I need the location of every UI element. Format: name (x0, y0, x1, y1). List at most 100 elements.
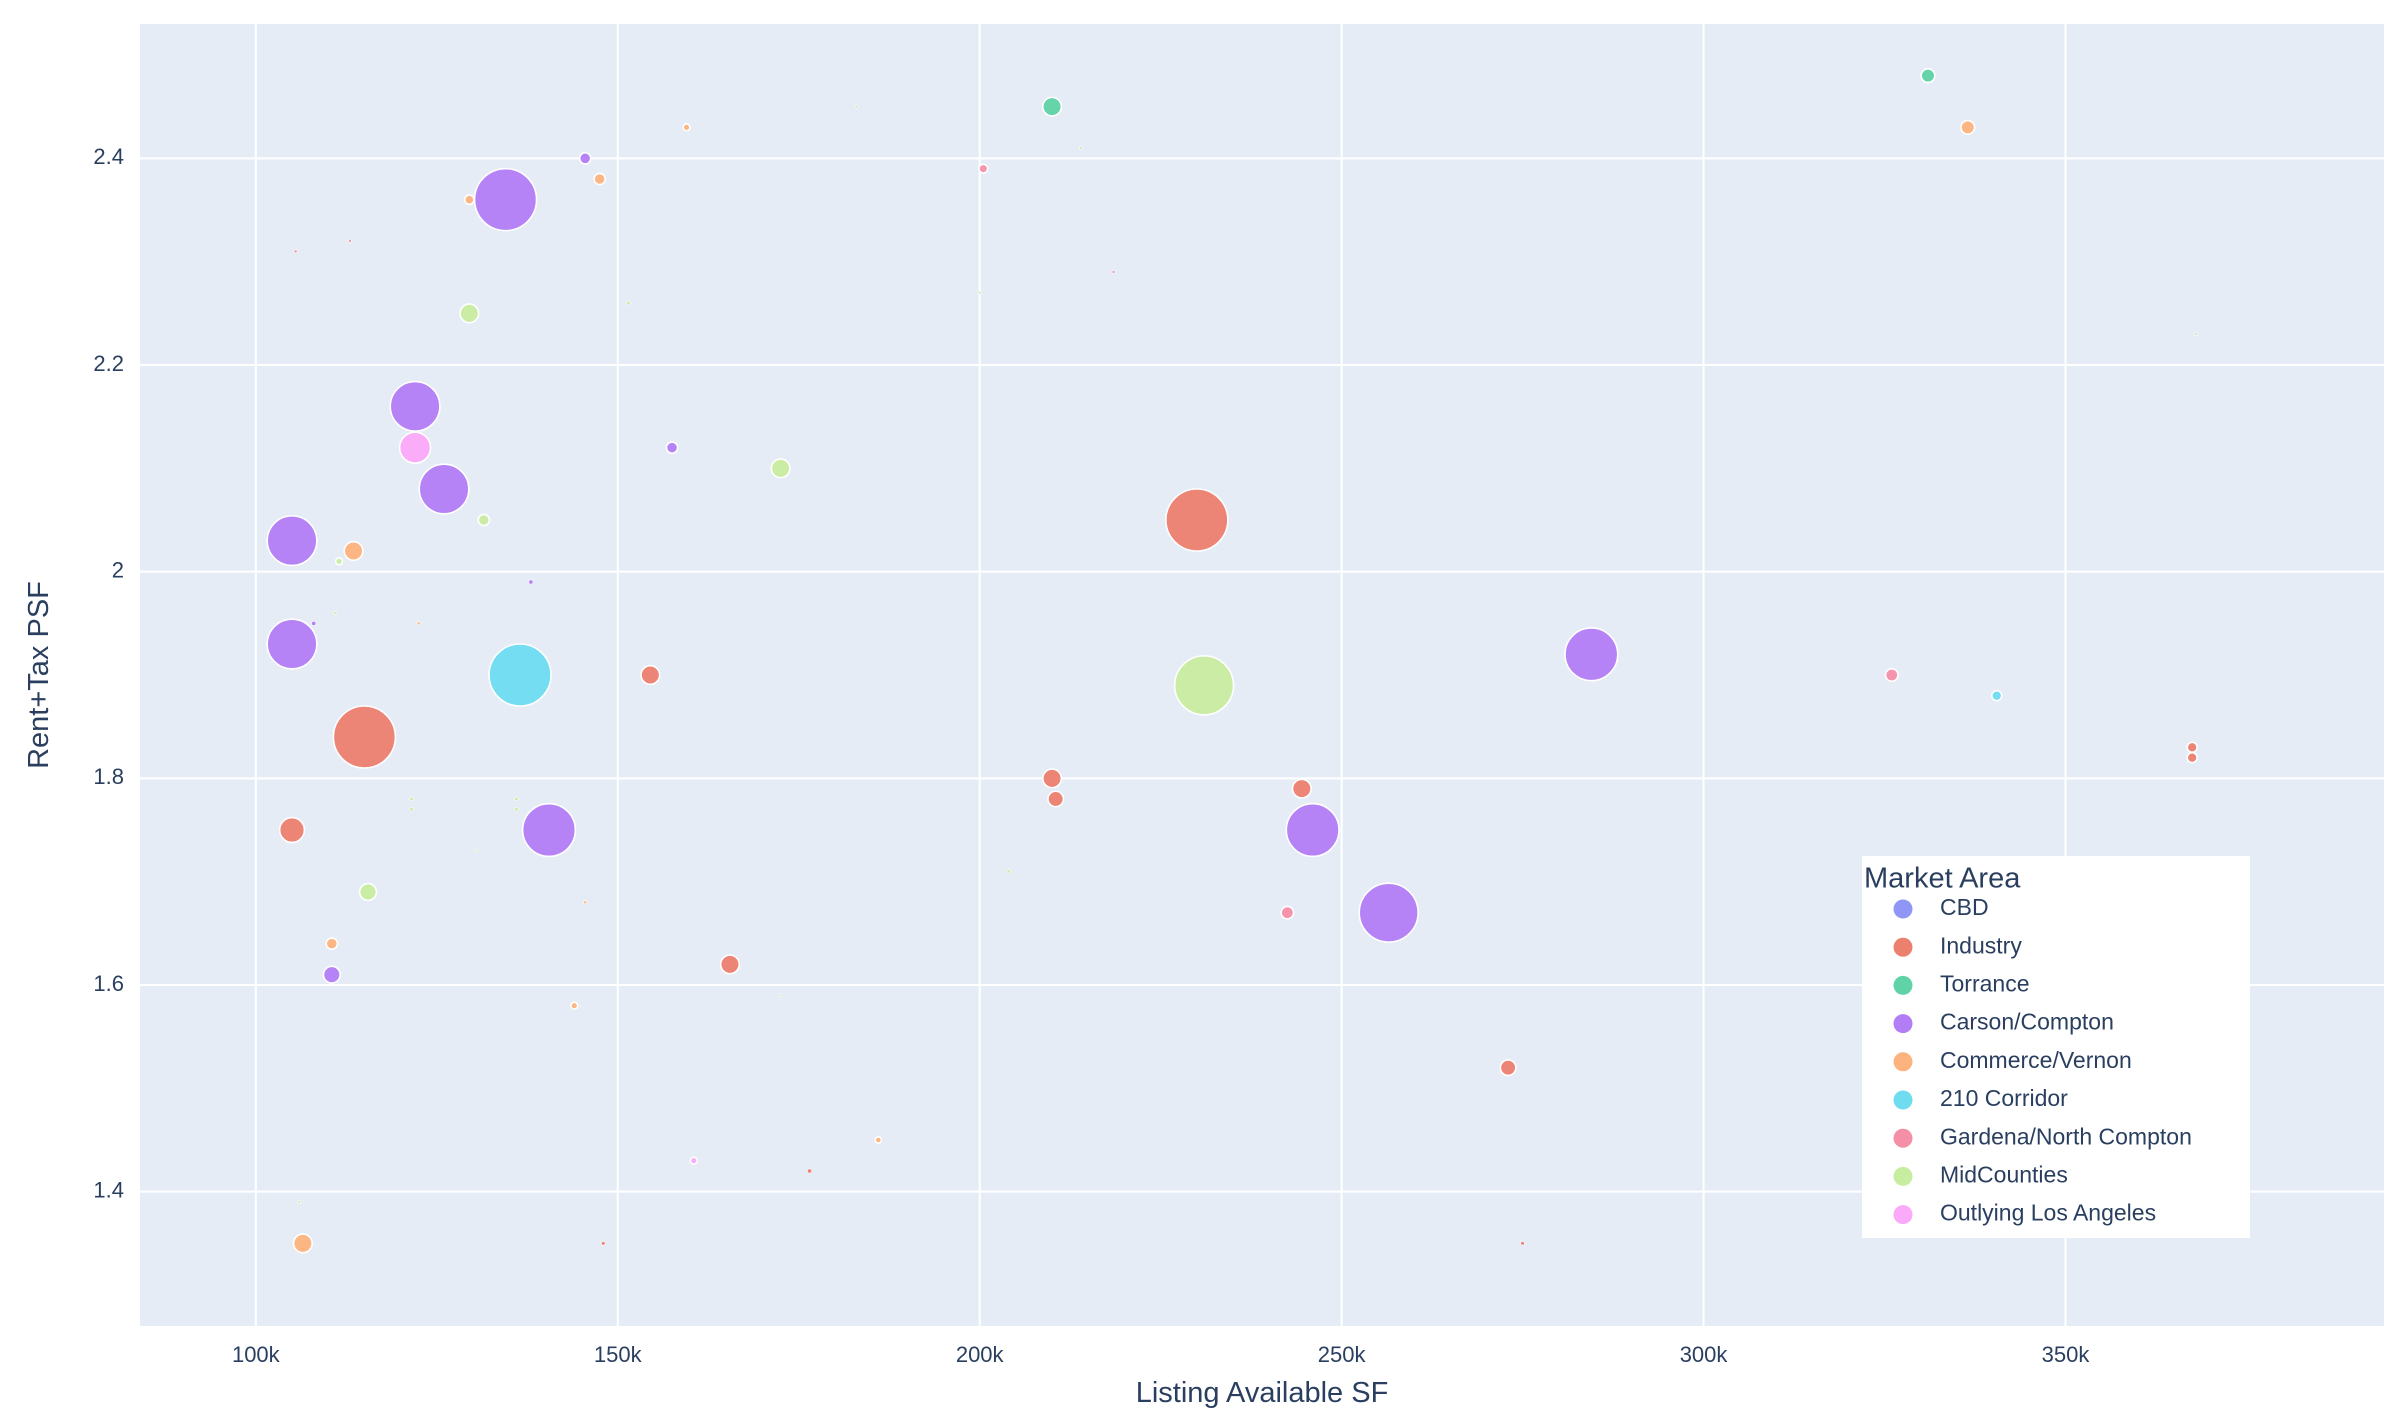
data-point[interactable] (418, 463, 470, 515)
data-point[interactable] (409, 796, 414, 802)
data-point[interactable] (1884, 667, 1899, 682)
x-axis-title: Listing Available SF (1136, 1377, 1389, 1409)
legend-marker (1893, 1090, 1913, 1110)
data-point[interactable] (1165, 488, 1229, 552)
data-point[interactable] (343, 540, 364, 562)
legend-box (1862, 856, 2250, 1238)
data-point[interactable] (389, 380, 441, 432)
data-point[interactable] (640, 664, 661, 686)
data-point[interactable] (278, 816, 306, 844)
data-point[interactable] (459, 303, 480, 324)
data-point[interactable] (266, 618, 318, 670)
data-point[interactable] (978, 163, 989, 174)
data-point[interactable] (665, 441, 679, 455)
data-point[interactable] (682, 123, 691, 132)
data-point[interactable] (1280, 905, 1295, 920)
data-point[interactable] (1006, 869, 1011, 874)
x-axis-ticks: 100k 150k 200k 250k 300k 350k (232, 1342, 2090, 1367)
data-point[interactable] (570, 1001, 579, 1010)
data-point[interactable] (514, 807, 519, 812)
data-point[interactable] (322, 965, 341, 984)
data-point[interactable] (1079, 146, 1083, 150)
data-point[interactable] (578, 151, 592, 165)
legend-marker (1893, 1014, 1913, 1034)
legend-item[interactable]: Commerce/Vernon (1893, 1047, 2132, 1073)
data-point[interactable] (409, 807, 414, 812)
data-point[interactable] (1041, 768, 1063, 789)
data-point[interactable] (1047, 790, 1065, 808)
data-point[interactable] (1173, 655, 1235, 716)
data-point[interactable] (416, 621, 421, 626)
data-point[interactable] (488, 643, 552, 707)
data-point[interactable] (1041, 96, 1063, 117)
y-tick-label: 2.4 (93, 144, 124, 169)
data-point[interactable] (463, 194, 475, 206)
data-point[interactable] (719, 954, 741, 975)
data-point[interactable] (521, 802, 577, 858)
data-point[interactable] (333, 611, 338, 615)
data-point[interactable] (1285, 802, 1340, 858)
legend-items: CBD Industry Torrance Carson/Compton Commerc… (1893, 894, 2192, 1226)
series-midcounties (297, 104, 2198, 1204)
data-point[interactable] (358, 882, 378, 902)
legend-item[interactable]: MidCounties (1893, 1161, 2068, 1187)
data-point[interactable] (528, 579, 534, 585)
data-point[interactable] (1499, 1059, 1517, 1077)
data-point[interactable] (1111, 270, 1116, 274)
x-tick-label: 150k (594, 1342, 643, 1367)
y-axis-ticks: 1.4 1.6 1.8 2 2.2 2.4 (93, 144, 124, 1202)
data-point[interactable] (626, 300, 631, 306)
data-point[interactable] (874, 1136, 883, 1144)
data-point[interactable] (601, 1241, 606, 1246)
legend-item[interactable]: Industry (1893, 932, 2023, 958)
data-point[interactable] (473, 167, 538, 232)
legend-item[interactable]: Gardena/North Compton (1893, 1123, 2192, 1149)
legend-item[interactable]: CBD (1893, 894, 1989, 920)
data-point[interactable] (325, 937, 339, 951)
data-point[interactable] (977, 290, 982, 295)
legend-marker (1893, 1128, 1913, 1148)
legend-item[interactable]: 210 Corridor (1893, 1085, 2069, 1111)
data-point[interactable] (1520, 1241, 1525, 1246)
legend-item[interactable]: Outlying Los Angeles (1893, 1200, 2157, 1226)
data-point[interactable] (311, 620, 317, 626)
data-point[interactable] (292, 1233, 313, 1254)
data-point[interactable] (854, 104, 859, 109)
data-point[interactable] (266, 515, 318, 567)
data-point[interactable] (689, 1156, 698, 1165)
data-point[interactable] (1564, 627, 1619, 682)
data-point[interactable] (293, 249, 298, 254)
data-point[interactable] (334, 557, 344, 566)
data-point[interactable] (583, 900, 588, 905)
data-point[interactable] (297, 1200, 302, 1204)
data-point[interactable] (1358, 882, 1419, 943)
data-point[interactable] (1960, 119, 1976, 135)
data-point[interactable] (2186, 751, 2198, 764)
series-commerce-vernon (292, 119, 1976, 1254)
data-point[interactable] (770, 458, 791, 479)
data-point[interactable] (2193, 332, 2198, 336)
x-tick-label: 200k (956, 1342, 1005, 1367)
data-point[interactable] (477, 513, 491, 527)
data-point[interactable] (348, 239, 352, 243)
legend-marker (1893, 975, 1913, 995)
data-point[interactable] (398, 431, 432, 464)
data-point[interactable] (807, 1168, 813, 1174)
data-point[interactable] (2186, 741, 2198, 754)
series-outlying-los-angeles (398, 431, 698, 1165)
series-industry (278, 488, 2198, 1246)
data-point[interactable] (514, 796, 519, 802)
series-carson-compton (266, 151, 1619, 984)
data-point[interactable] (474, 848, 479, 853)
data-point[interactable] (778, 993, 783, 998)
data-points (266, 68, 2198, 1254)
series-torrance (1041, 68, 1936, 117)
legend-item[interactable]: Torrance (1893, 970, 2030, 996)
data-point[interactable] (332, 705, 397, 769)
data-point[interactable] (593, 172, 607, 186)
data-point[interactable] (1291, 778, 1312, 799)
data-point[interactable] (1990, 689, 2003, 702)
legend-item[interactable]: Carson/Compton (1893, 1009, 2114, 1035)
data-point[interactable] (1920, 68, 1936, 84)
y-tick-label: 2.2 (93, 351, 124, 376)
